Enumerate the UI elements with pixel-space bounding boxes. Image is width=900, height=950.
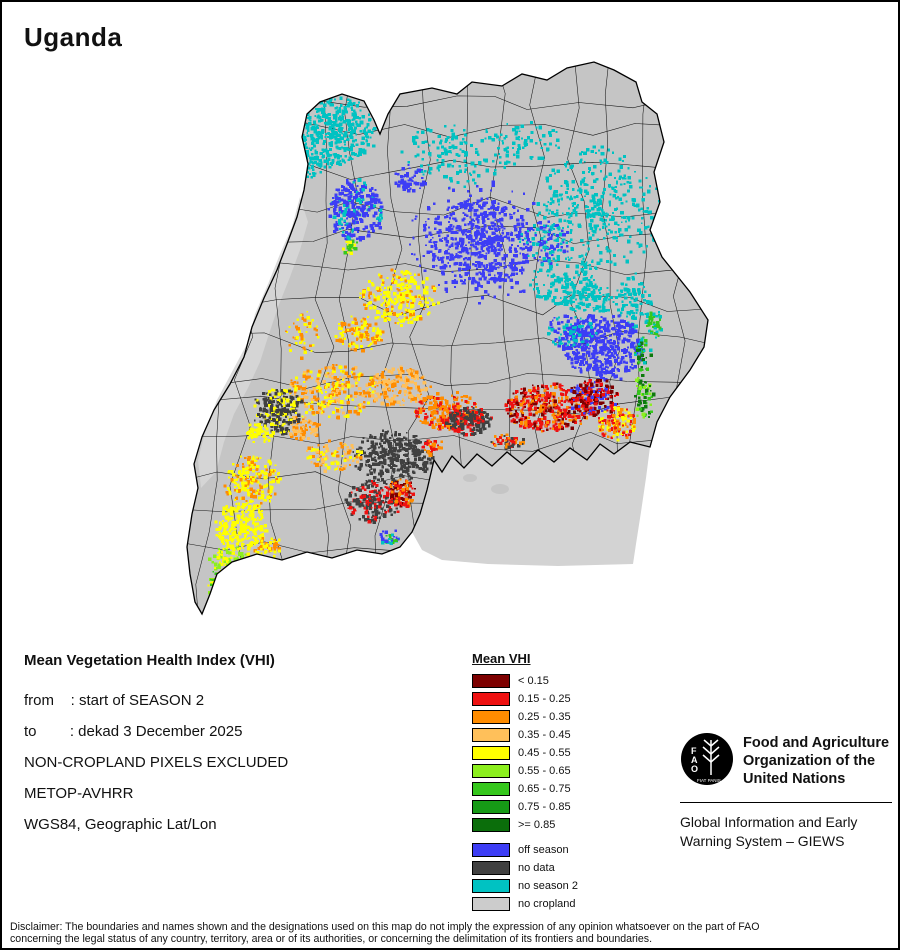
fao-org-line: United Nations — [743, 771, 846, 787]
legend-row-0-15-0-25: 0.15 - 0.25 — [472, 692, 578, 706]
legend-swatch — [472, 879, 510, 893]
legend-row-no-data: no data — [472, 861, 578, 875]
uganda-border — [186, 61, 709, 616]
legend-classes: < 0.15 0.15 - 0.25 0.25 - 0.35 0.35 - 0.45 0… — [472, 674, 578, 832]
legend-row-0-15: < 0.15 — [472, 674, 578, 688]
legend-row-0-55-0-65: 0.55 - 0.65 — [472, 764, 578, 778]
legend-swatch — [472, 674, 510, 688]
legend-extra: off season no data no season 2 no cropland — [472, 843, 578, 911]
fao-org-name: Food and Agriculture Organization of the… — [743, 732, 889, 788]
legend-swatch — [472, 861, 510, 875]
legend-swatch — [472, 764, 510, 778]
map-info-heading: Mean Vegetation Health Index (VHI) — [24, 652, 275, 669]
legend-swatch — [472, 818, 510, 832]
legend-label: no season 2 — [518, 880, 578, 892]
legend-swatch — [472, 728, 510, 742]
legend-swatch — [472, 710, 510, 724]
disclaimer-line-1: Disclaimer: The boundaries and names sho… — [10, 921, 760, 933]
disclaimer: Disclaimer: The boundaries and names sho… — [10, 921, 759, 945]
legend-row-0-75-0-85: 0.75 - 0.85 — [472, 800, 578, 814]
page-title: Uganda — [24, 22, 123, 52]
fao-logo-letter-a: A — [691, 755, 698, 765]
legend-row-0-85: >= 0.85 — [472, 818, 578, 832]
fao-org-line: Organization of the — [743, 753, 876, 769]
info-line-sensor: METOP-AVHRR — [24, 785, 134, 802]
uganda-landmass — [187, 62, 708, 614]
giews-label: Global Information and Early Warning Sys… — [680, 813, 892, 851]
lake-victoria — [412, 442, 650, 566]
legend-title: Mean VHI — [472, 651, 531, 666]
legend-row-0-35-0-45: 0.35 - 0.45 — [472, 728, 578, 742]
legend-row-no-cropland: no cropland — [472, 897, 578, 911]
legend-swatch — [472, 782, 510, 796]
fao-org-line: Food and Agriculture — [743, 735, 890, 751]
legend-row-0-65-0-75: 0.65 - 0.75 — [472, 782, 578, 796]
legend-row-0-25-0-35: 0.25 - 0.35 — [472, 710, 578, 724]
legend-label: no cropland — [518, 898, 576, 910]
legend-label: 0.75 - 0.85 — [518, 801, 571, 813]
legend-label: 0.65 - 0.75 — [518, 783, 571, 795]
legend-label: no data — [518, 862, 555, 874]
western-rift-band — [198, 197, 308, 488]
legend-swatch — [472, 843, 510, 857]
info-line-from: from : start of SEASON 2 — [24, 692, 205, 709]
legend-label: 0.25 - 0.35 — [518, 711, 571, 723]
fao-logo: F A O FIAT PANIS — [681, 733, 733, 785]
legend-swatch — [472, 897, 510, 911]
fao-logo-letter-o: O — [691, 764, 698, 774]
legend-label: 0.15 - 0.25 — [518, 693, 571, 705]
legend-row-off-season: off season — [472, 843, 578, 857]
giews-line: Warning System – GIEWS — [680, 833, 845, 849]
legend-row-0-45-0-55: 0.45 - 0.55 — [472, 746, 578, 760]
giews-line: Global Information and Early — [680, 814, 858, 830]
fao-logo-letter-f: F — [691, 746, 697, 756]
map-info-block: Mean Vegetation Health Index (VHI) from … — [24, 652, 288, 840]
legend-label: < 0.15 — [518, 675, 549, 687]
legend-row-no-season-2: no season 2 — [472, 879, 578, 893]
info-line-noncropland: NON-CROPLAND PIXELS EXCLUDED — [24, 754, 289, 771]
info-line-projection: WGS84, Geographic Lat/Lon — [24, 816, 217, 833]
legend-label: off season — [518, 844, 569, 856]
fao-block: F A O FIAT PANIS Food and Agriculture Or… — [680, 732, 892, 851]
legend: Mean VHI < 0.15 0.15 - 0.25 0.25 - 0.35 0.3… — [472, 650, 578, 915]
legend-swatch — [472, 800, 510, 814]
legend-swatch — [472, 746, 510, 760]
fao-logo-motto: FIAT PANIS — [697, 778, 721, 783]
legend-swatch — [472, 692, 510, 706]
legend-label: 0.45 - 0.55 — [518, 747, 571, 759]
legend-label: 0.55 - 0.65 — [518, 765, 571, 777]
fao-divider — [680, 802, 892, 803]
legend-label: >= 0.85 — [518, 819, 556, 831]
lake-island — [491, 484, 509, 494]
disclaimer-line-2: concerning the legal status of any count… — [10, 933, 653, 945]
info-line-to: to : dekad 3 December 2025 — [24, 723, 243, 740]
legend-label: 0.35 - 0.45 — [518, 729, 571, 741]
lake-island — [463, 474, 477, 482]
